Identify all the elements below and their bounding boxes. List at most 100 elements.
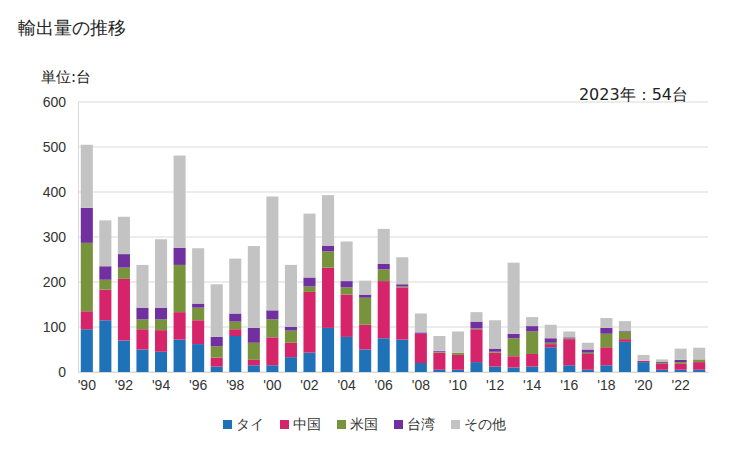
bar <box>656 363 668 365</box>
legend-swatch <box>280 420 289 429</box>
bar <box>693 370 705 372</box>
bar <box>229 259 241 314</box>
legend-label: タイ <box>236 416 264 432</box>
bar <box>303 214 315 278</box>
bar <box>155 319 167 330</box>
bar <box>600 328 612 334</box>
title: 輸出量の推移 <box>18 17 126 38</box>
bar <box>136 308 148 320</box>
x-tick: '00 <box>263 372 281 393</box>
legend-item: タイ <box>223 416 264 432</box>
bar <box>563 339 575 365</box>
y-tick: 500 <box>43 139 78 155</box>
x-tick-label: '22 <box>672 377 690 393</box>
y-tick: 200 <box>43 274 78 290</box>
bar <box>211 346 223 357</box>
bar <box>359 281 371 295</box>
bar <box>619 321 631 330</box>
grid-line <box>78 237 708 238</box>
bar <box>266 365 278 372</box>
bar <box>489 353 501 367</box>
series <box>81 145 705 362</box>
bar <box>378 269 390 281</box>
x-tick: '16 <box>560 372 578 393</box>
bar <box>322 328 334 372</box>
y-label: 単位:台 <box>41 68 91 86</box>
bar <box>378 229 390 264</box>
bar <box>563 338 575 340</box>
bar <box>136 265 148 308</box>
bar <box>136 350 148 373</box>
bar <box>341 295 353 337</box>
bar <box>637 362 649 372</box>
bars <box>81 145 705 372</box>
bar <box>303 278 315 287</box>
y-tick-label: 300 <box>43 229 67 245</box>
chart: 0100200300400500600'90'92'94'96'98'00'02… <box>0 0 729 450</box>
bar <box>229 336 241 372</box>
bar <box>81 329 93 372</box>
bar <box>489 320 501 348</box>
y-tick: 300 <box>43 229 78 245</box>
x-tick: '18 <box>597 372 615 393</box>
bar <box>545 347 557 372</box>
bar <box>322 251 334 267</box>
grid-line <box>78 282 708 283</box>
bar <box>675 370 687 372</box>
x-tick: '98 <box>226 372 244 393</box>
x-tick: '12 <box>486 372 504 393</box>
bar <box>81 145 93 208</box>
bar <box>211 284 223 337</box>
x-tick: '22 <box>672 372 690 393</box>
x-tick-label: '12 <box>486 377 504 393</box>
bar <box>415 334 427 363</box>
legend-swatch <box>337 420 346 429</box>
bar <box>396 287 408 339</box>
bar <box>470 329 482 362</box>
bar <box>266 337 278 365</box>
bar <box>136 329 148 349</box>
bar <box>452 332 464 353</box>
x-tick-label: '94 <box>152 377 170 393</box>
y-tick: 400 <box>43 184 78 200</box>
bar <box>174 312 186 339</box>
series <box>81 208 687 363</box>
bar <box>229 314 241 322</box>
y-tick-label: 200 <box>43 274 67 290</box>
bar <box>285 331 297 343</box>
bar <box>563 365 575 372</box>
bar <box>341 242 353 282</box>
x-tick: '08 <box>412 372 430 393</box>
bar <box>248 328 260 343</box>
bar <box>545 344 557 347</box>
bar <box>285 357 297 372</box>
bar <box>675 360 687 362</box>
x-tick: '96 <box>189 372 207 393</box>
bar <box>378 264 390 269</box>
x-tick-label: '02 <box>300 377 318 393</box>
bar <box>359 325 371 350</box>
bar <box>433 351 445 353</box>
bar <box>229 329 241 336</box>
grid-line <box>78 147 708 148</box>
bar <box>118 341 130 373</box>
bar <box>322 268 334 328</box>
bar <box>211 367 223 372</box>
x-tick: '20 <box>634 372 652 393</box>
bar <box>415 333 427 334</box>
bar <box>118 217 130 254</box>
bar <box>322 246 334 251</box>
legend-item: 米国 <box>337 416 378 432</box>
bar <box>229 322 241 330</box>
bar <box>285 343 297 357</box>
bar <box>192 344 204 372</box>
bar <box>118 279 130 341</box>
bar <box>174 265 186 312</box>
legend-label: その他 <box>464 416 506 432</box>
y-axis-line <box>78 103 79 373</box>
bar <box>396 257 408 284</box>
y-tick-label: 500 <box>43 139 67 155</box>
bar <box>415 314 427 333</box>
bar <box>415 363 427 372</box>
bar <box>303 292 315 353</box>
